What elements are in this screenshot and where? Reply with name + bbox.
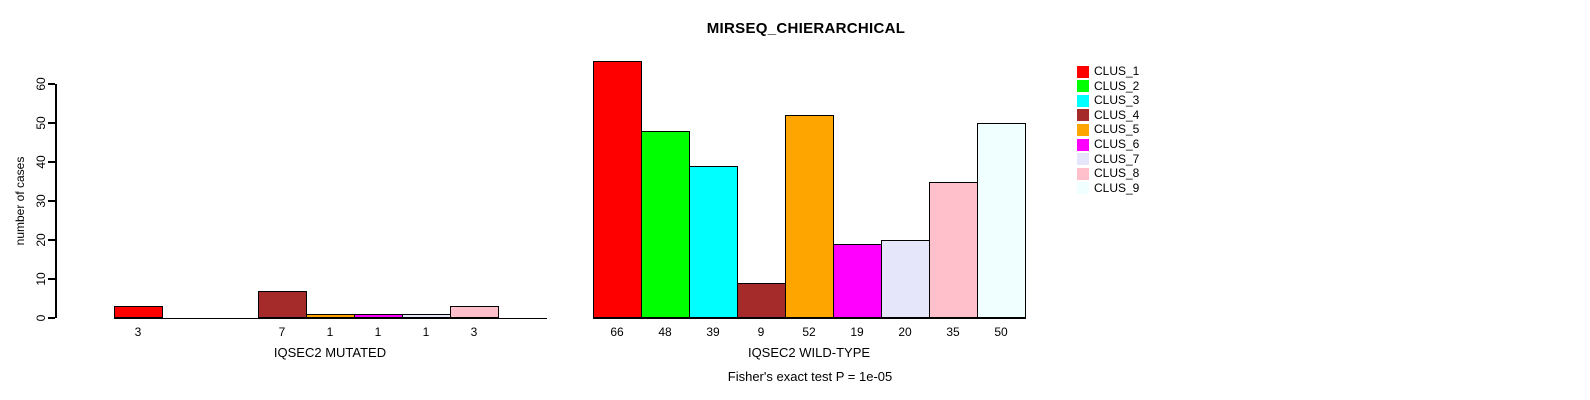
- y-axis-tick-label: 10: [34, 272, 48, 286]
- legend-swatch: [1077, 109, 1089, 122]
- bar-value-label: 52: [802, 325, 816, 339]
- legend-swatch: [1077, 138, 1089, 151]
- legend-label: CLUS_3: [1094, 93, 1140, 108]
- legend-swatch: [1077, 182, 1089, 195]
- legend-label: CLUS_7: [1094, 151, 1140, 166]
- bar-clus_8: [929, 181, 978, 318]
- bar-clus_9: [977, 123, 1026, 318]
- legend-item-clus_4: CLUS_4: [1077, 107, 1140, 122]
- bar-value-label: 3: [134, 325, 142, 339]
- chart-title: MIRSEQ_CHIERARCHICAL: [706, 20, 906, 37]
- legend-swatch: [1077, 80, 1089, 93]
- y-axis-label: number of cases: [13, 156, 27, 246]
- panel-x-label: IQSEC2 WILD-TYPE: [747, 345, 871, 360]
- y-axis-tick: [48, 239, 55, 241]
- y-axis-tick-label: 50: [34, 116, 48, 130]
- bar-value-label: 1: [422, 325, 430, 339]
- y-axis-tick: [48, 317, 55, 319]
- bar-clus_1: [114, 306, 163, 318]
- legend-swatch: [1077, 123, 1089, 136]
- legend-swatch: [1077, 94, 1089, 107]
- bar-clus_4: [737, 282, 786, 318]
- y-axis-tick-label: 20: [34, 233, 48, 247]
- legend-label: CLUS_4: [1094, 107, 1140, 122]
- bar-value-label: 20: [898, 325, 912, 339]
- legend-item-clus_6: CLUS_6: [1077, 138, 1139, 151]
- legend-label: CLUS_8: [1094, 166, 1140, 181]
- legend-swatch: [1077, 65, 1089, 78]
- x-axis-line: [593, 317, 1026, 319]
- bar-clus_2: [641, 130, 690, 318]
- bar-value-label: 48: [658, 325, 672, 339]
- bar-clus_3: [689, 165, 738, 318]
- bar-clus_1: [593, 60, 642, 318]
- bar-clus_6: [833, 243, 882, 318]
- panel-x-label: IQSEC2 MUTATED: [273, 345, 387, 360]
- y-axis-tick-label: 30: [34, 194, 48, 208]
- legend-item-clus_9: CLUS_9: [1077, 180, 1140, 195]
- bar-value-label: 50: [994, 325, 1008, 339]
- y-axis-line: [55, 84, 57, 318]
- bar-value-label: 3: [470, 325, 478, 339]
- legend-item-clus_7: CLUS_7: [1077, 151, 1140, 166]
- y-axis-tick: [48, 200, 55, 202]
- legend-swatch: [1077, 167, 1089, 180]
- legend-swatch: [1077, 153, 1089, 166]
- legend-item-clus_1: CLUS_1: [1077, 65, 1139, 78]
- bar-value-label: 9: [757, 325, 765, 339]
- y-axis-tick: [48, 122, 55, 124]
- bar-value-label: 1: [374, 325, 382, 339]
- y-axis-tick-label: 40: [34, 155, 48, 169]
- y-axis-tick-label: 60: [34, 77, 48, 91]
- legend-label: CLUS_5: [1094, 122, 1140, 137]
- legend-item-clus_5: CLUS_5: [1077, 123, 1139, 136]
- y-axis-tick-label: 0: [34, 314, 48, 322]
- legend-label: CLUS_9: [1094, 180, 1140, 195]
- bar-clus_4: [258, 290, 307, 318]
- y-axis-tick: [48, 278, 55, 280]
- bar-value-label: 39: [706, 325, 720, 339]
- bar-value-label: 1: [326, 325, 334, 339]
- y-axis-tick: [48, 83, 55, 85]
- y-axis-tick: [48, 161, 55, 163]
- x-axis-line: [114, 317, 547, 319]
- bar-value-label: 7: [278, 325, 286, 339]
- legend-item-clus_8: CLUS_8: [1077, 167, 1139, 180]
- bar-value-label: 35: [946, 325, 960, 339]
- legend-item-clus_3: CLUS_3: [1077, 94, 1139, 107]
- bar-value-label: 19: [850, 325, 864, 339]
- bar-clus_5: [785, 115, 834, 318]
- legend-label: CLUS_1: [1094, 64, 1140, 78]
- bar-clus_7: [881, 240, 930, 318]
- bar-value-label: 66: [610, 325, 624, 339]
- bar-clus_8: [450, 306, 499, 318]
- legend-item-clus_2: CLUS_2: [1077, 78, 1140, 93]
- stat-annotation: Fisher's exact test P = 1e-05: [727, 369, 893, 384]
- legend-label: CLUS_2: [1094, 78, 1140, 93]
- legend-label: CLUS_6: [1094, 137, 1140, 151]
